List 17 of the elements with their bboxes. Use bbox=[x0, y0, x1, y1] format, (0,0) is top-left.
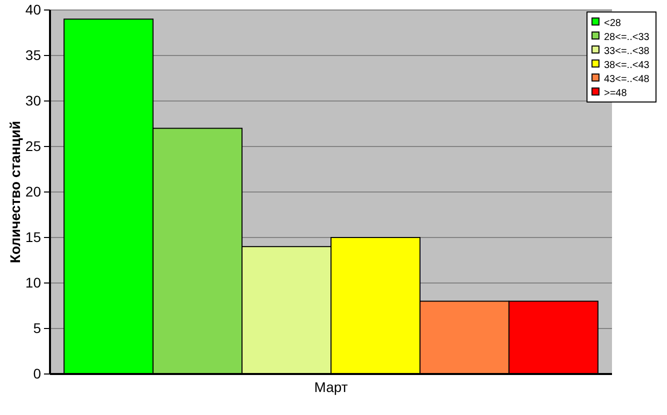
legend-label: <28 bbox=[604, 18, 622, 29]
y-tick-label: 10 bbox=[25, 274, 42, 290]
y-tick-label: 25 bbox=[25, 138, 42, 154]
y-tick-label: 15 bbox=[25, 228, 42, 245]
y-tick-label: 30 bbox=[25, 92, 42, 108]
y-tick-label: 0 bbox=[33, 365, 42, 382]
legend-label: >=48 bbox=[604, 88, 628, 99]
y-tick-label: 40 bbox=[25, 1, 42, 18]
legend-label: 33<=..<38 bbox=[604, 46, 650, 57]
y-tick-label: 20 bbox=[25, 183, 42, 200]
legend-label: 28<=..<33 bbox=[604, 32, 650, 43]
legend-label: 43<=..<48 bbox=[604, 74, 650, 85]
x-tick-label: Март bbox=[314, 378, 348, 395]
legend-label: 38<=..<43 bbox=[604, 60, 650, 71]
y-tick-label: 35 bbox=[25, 46, 42, 63]
y-tick-label: 5 bbox=[33, 320, 42, 336]
y-axis-title: Количество станций bbox=[7, 120, 23, 264]
